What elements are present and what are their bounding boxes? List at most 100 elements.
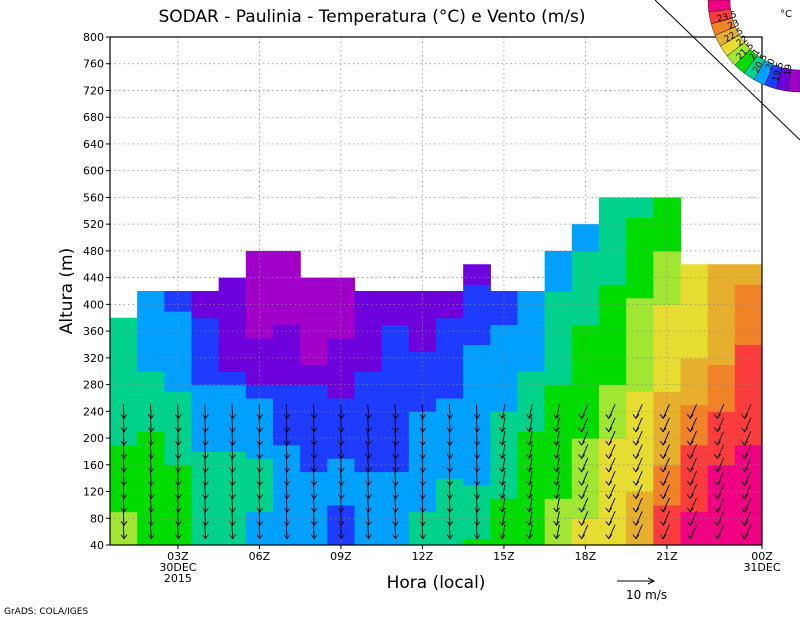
contour-cell (680, 391, 709, 399)
wind-vector (717, 470, 725, 486)
wind-vector-head (632, 480, 640, 486)
contour-cell (218, 304, 247, 312)
wind-vector-head (526, 494, 533, 500)
contour-cell (680, 478, 709, 486)
wind-vector (448, 431, 451, 446)
contour-cell (490, 351, 519, 359)
wind-vector (177, 404, 179, 419)
wind-vector (608, 430, 616, 446)
wind-vector-head (446, 480, 454, 486)
contour-cell (191, 391, 220, 399)
contour-cell (273, 257, 301, 265)
wind-vector-head (419, 427, 427, 433)
contour-cell (599, 337, 627, 346)
wind-vector-head (337, 507, 345, 513)
contour-cell (218, 317, 247, 326)
wind-vector (608, 524, 616, 539)
wind-vector (581, 524, 589, 539)
contour-cell (571, 424, 600, 432)
contour-cell (436, 337, 464, 346)
contour-cell (300, 331, 328, 339)
contour-cell (273, 351, 301, 359)
colorbar-label: 23 (727, 18, 741, 32)
contour-cell (680, 344, 709, 352)
contour-cell (544, 538, 573, 545)
wind-vector-head (256, 440, 264, 446)
contour-cell (354, 384, 383, 392)
wind-vector (635, 470, 643, 486)
wind-vector-head (337, 480, 345, 486)
wind-vector-head (659, 520, 667, 527)
contour-cell (571, 504, 600, 513)
wind-vector (635, 430, 643, 446)
wind-vector-head (365, 507, 372, 513)
wind-vector-head (337, 534, 345, 540)
contour-cell (381, 538, 410, 545)
wind-vector (744, 524, 752, 539)
y-tick-label: 360 (83, 325, 104, 338)
wind-vector-head (686, 414, 694, 420)
wind-vector (285, 417, 288, 432)
contour-cell (626, 531, 654, 539)
wind-vector-head (283, 507, 291, 513)
contour-cell (544, 324, 573, 332)
wind-vector-head (310, 480, 318, 486)
wind-vector-head (686, 480, 694, 486)
contour-cell (626, 391, 654, 399)
contour-cell (490, 391, 519, 399)
contour-cell (327, 351, 356, 359)
wind-vector-head (714, 534, 721, 540)
wind-vector (556, 444, 560, 459)
contour-cell (245, 391, 274, 399)
wind-vector (501, 457, 506, 472)
wind-reference-label: 10 m/s (626, 588, 667, 602)
contour-cell (245, 377, 274, 386)
contour-cell (707, 478, 736, 486)
contour-cell (137, 538, 165, 545)
wind-vector-head (605, 467, 613, 473)
wind-vector-head (659, 427, 667, 433)
wind-vector (367, 484, 369, 499)
contour-cell (544, 270, 573, 279)
contour-cell (245, 324, 274, 332)
wind-vector (662, 417, 670, 432)
wind-vector (608, 511, 616, 526)
wind-vector-head (605, 427, 613, 433)
wind-vector-head (578, 427, 585, 433)
wind-vector (421, 404, 424, 419)
wind-vector (204, 471, 206, 486)
y-tick-label: 440 (83, 272, 104, 285)
contour-cell (626, 230, 654, 239)
contour-cell (599, 257, 627, 265)
contour-cell (218, 324, 247, 332)
contour-cell (734, 451, 762, 459)
wind-vector-head (741, 520, 748, 527)
contour-cell (707, 377, 736, 386)
wind-vector (744, 457, 752, 472)
contour-cell (653, 464, 682, 473)
contour-cell (680, 317, 709, 326)
wind-vector (421, 471, 424, 486)
contour-cell (599, 264, 627, 272)
contour-cell (680, 324, 709, 332)
wind-vector (581, 511, 589, 526)
contour-cell (381, 331, 410, 339)
contour-cell (463, 377, 491, 386)
contour-cell (517, 364, 546, 372)
contour-cell (463, 391, 491, 399)
wind-vector-head (553, 534, 560, 540)
contour-cell (599, 538, 627, 545)
wind-vector-head (605, 480, 613, 486)
wind-vector (717, 417, 725, 432)
contour-cell (599, 204, 627, 212)
contour-cell (300, 391, 328, 399)
wind-vector (662, 470, 670, 486)
wind-vector (448, 524, 451, 539)
wind-vector-head (498, 494, 506, 500)
contour-cell (626, 478, 654, 486)
contour-cell (137, 397, 165, 406)
contour-cell (517, 311, 546, 319)
contour-cell (599, 478, 627, 486)
wind-vector-head (229, 520, 237, 527)
wind-vector (635, 404, 643, 419)
